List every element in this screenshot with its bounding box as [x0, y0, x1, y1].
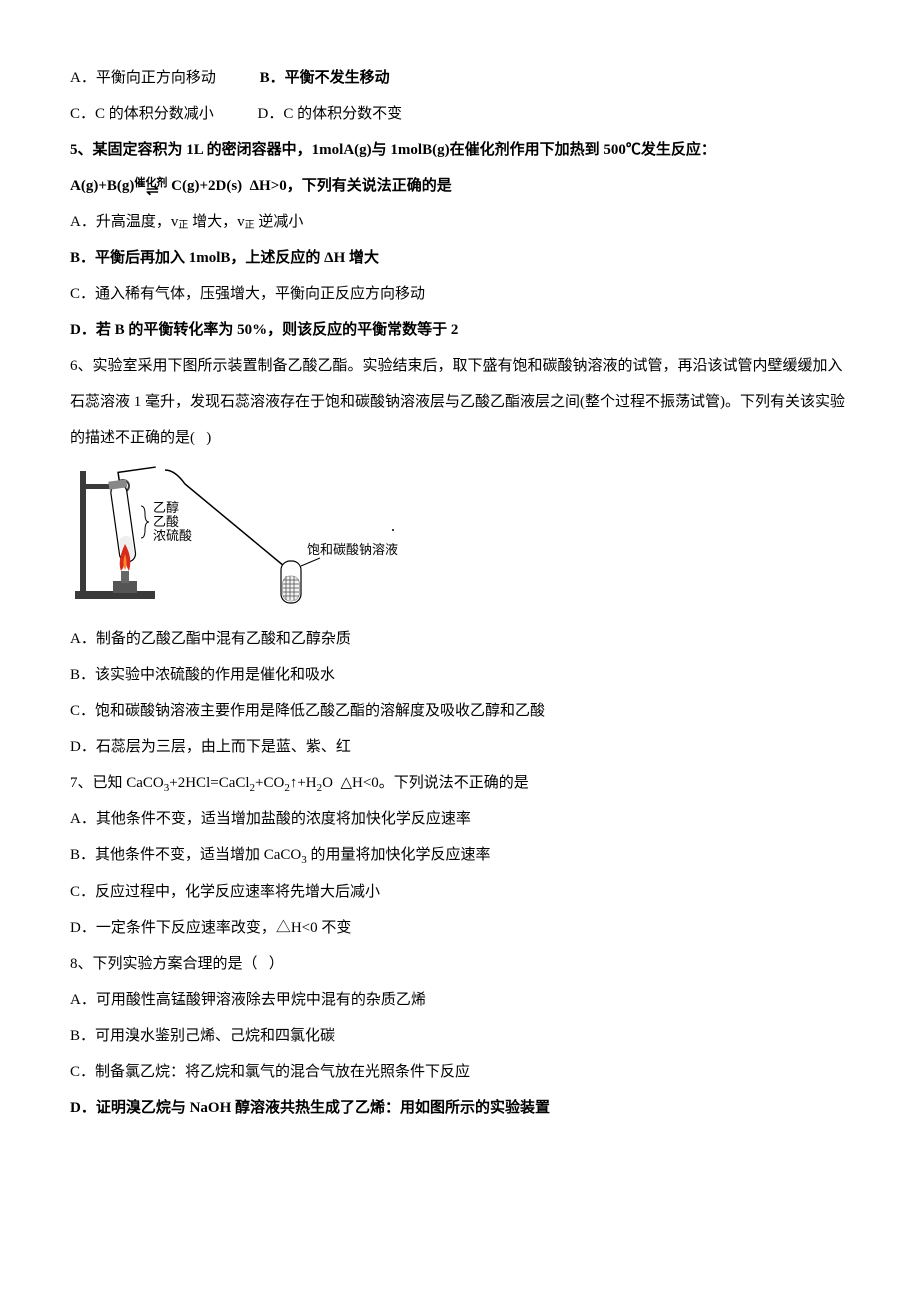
q8-opt-a: A．可用酸性高锰酸钾溶液除去甲烷中混有的杂质乙烯: [70, 982, 850, 1018]
q6-opt-b: B．该实验中浓硫酸的作用是催化和吸水: [70, 657, 850, 693]
label-na2co3: 饱和碳酸钠溶液: [307, 542, 398, 557]
q4-opt-d: D．C 的体积分数不变: [258, 96, 403, 132]
q5-eq-right: C(g)+2D(s) ΔH>0，下列有关说法正确的是: [167, 178, 451, 194]
q5-a-sub1: 正: [178, 220, 188, 231]
q4-opt-b: B．平衡不发生移动: [260, 60, 390, 96]
q8-opt-d: D．证明溴乙烷与 NaOH 醇溶液共热生成了乙烯：用如图所示的实验装置: [70, 1090, 850, 1126]
equilibrium-arrow-icon: 催化剂⇌: [134, 174, 167, 199]
q7-opt-b: B．其他条件不变，适当增加 CaCO3 的用量将加快化学反应速率: [70, 837, 850, 873]
q5-a-text1: A．升高温度，v: [70, 214, 178, 230]
q7-post: O △H<0。下列说法不正确的是: [322, 775, 529, 791]
q4-opt-c: C．C 的体积分数减小: [70, 96, 214, 132]
q7-opt-d: D．一定条件下反应速率改变，△H<0 不变: [70, 910, 850, 946]
q5-opt-a: A．升高温度，v正 增大，v正 逆减小: [70, 204, 850, 240]
q7-m3: ↑+H: [290, 775, 317, 791]
q7-m1: +2HCl=CaCl: [169, 775, 249, 791]
q7-opt-a: A．其他条件不变，适当增加盐酸的浓度将加快化学反应速率: [70, 801, 850, 837]
q6-stem: 6、实验室采用下图所示装置制备乙酸乙酯。实验结束后，取下盛有饱和碳酸钠溶液的试管…: [70, 348, 850, 456]
q4-options-row2: C．C 的体积分数减小 D．C 的体积分数不变: [70, 96, 850, 132]
q7-opt-c: C．反应过程中，化学反应速率将先增大后减小: [70, 874, 850, 910]
q8-opt-b: B．可用溴水鉴别己烯、己烷和四氯化碳: [70, 1018, 850, 1054]
label-acetic: 乙酸: [153, 514, 179, 529]
q5-a-text3: 逆减小: [255, 214, 304, 230]
q5-a-sub2: 正: [245, 220, 255, 231]
q4-opt-a: A．平衡向正方向移动: [70, 60, 216, 96]
q8-opt-c: C．制备氯乙烷：将乙烷和氯气的混合气放在光照条件下反应: [70, 1054, 850, 1090]
q5-eq-left: A(g)+B(g): [70, 178, 134, 194]
catalyst-label: 催化剂: [134, 178, 167, 189]
label-h2so4: 浓硫酸: [153, 528, 192, 543]
q4-options-row1: A．平衡向正方向移动 B．平衡不发生移动: [70, 60, 850, 96]
label-ethanol: 乙醇: [153, 500, 179, 515]
q6-apparatus-diagram: 乙醇 乙酸 浓硫酸 饱和碳酸钠溶液: [70, 466, 850, 606]
q5-equation: A(g)+B(g)催化剂⇌ C(g)+2D(s) ΔH>0，下列有关说法正确的是: [70, 168, 850, 204]
q5-opt-c: C．通入稀有气体，压强增大，平衡向正反应方向移动: [70, 276, 850, 312]
q7-b-post: 的用量将加快化学反应速率: [307, 847, 491, 863]
q7-b-pre: B．其他条件不变，适当增加 CaCO: [70, 847, 301, 863]
q7-m2: +CO: [255, 775, 284, 791]
q6-opt-c: C．饱和碳酸钠溶液主要作用是降低乙酸乙酯的溶解度及吸收乙醇和乙酸: [70, 693, 850, 729]
q6-opt-a: A．制备的乙酸乙酯中混有乙酸和乙醇杂质: [70, 621, 850, 657]
q5-opt-d: D．若 B 的平衡转化率为 50%，则该反应的平衡常数等于 2: [70, 312, 850, 348]
q5-stem: 5、某固定容积为 1L 的密闭容器中，1molA(g)与 1molB(g)在催化…: [70, 132, 850, 168]
q5-a-text2: 增大，v: [188, 214, 244, 230]
q8-stem: 8、下列实验方案合理的是（ ）: [70, 946, 850, 982]
q6-opt-d: D．石蕊层为三层，由上而下是蓝、紫、红: [70, 729, 850, 765]
q7-pre: 7、已知 CaCO: [70, 775, 164, 791]
q5-opt-b: B．平衡后再加入 1molB，上述反应的 ΔH 增大: [70, 240, 850, 276]
q7-stem: 7、已知 CaCO3+2HCl=CaCl2+CO2↑+H2O △H<0。下列说法…: [70, 765, 850, 801]
apparatus-svg-icon: 乙醇 乙酸 浓硫酸 饱和碳酸钠溶液: [75, 466, 405, 606]
